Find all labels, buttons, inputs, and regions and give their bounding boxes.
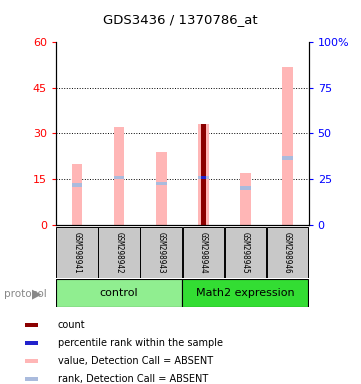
Bar <box>56 279 182 307</box>
Bar <box>25 359 38 363</box>
Text: value, Detection Call = ABSENT: value, Detection Call = ABSENT <box>58 356 213 366</box>
Bar <box>282 66 293 225</box>
Text: rank, Detection Call = ABSENT: rank, Detection Call = ABSENT <box>58 374 208 384</box>
Bar <box>183 227 224 278</box>
Bar <box>240 173 251 225</box>
Bar <box>201 176 206 179</box>
Text: GSM298942: GSM298942 <box>115 232 123 273</box>
Bar <box>140 227 182 278</box>
Bar <box>225 227 266 278</box>
Text: ▶: ▶ <box>32 287 42 300</box>
Bar <box>156 152 166 225</box>
Bar <box>25 377 38 381</box>
Bar <box>25 341 38 345</box>
Bar <box>72 164 82 225</box>
Bar <box>240 186 251 190</box>
Text: GSM298943: GSM298943 <box>157 232 166 273</box>
Bar <box>72 183 82 187</box>
Bar <box>156 182 166 185</box>
Text: GSM298945: GSM298945 <box>241 232 250 273</box>
Bar <box>198 124 209 225</box>
Bar <box>98 227 140 278</box>
Text: percentile rank within the sample: percentile rank within the sample <box>58 338 223 348</box>
Bar <box>282 156 293 160</box>
Bar <box>114 127 125 225</box>
Text: protocol: protocol <box>4 289 46 299</box>
Bar <box>182 279 308 307</box>
Text: control: control <box>100 288 138 298</box>
Bar <box>198 176 209 179</box>
Text: GSM298946: GSM298946 <box>283 232 292 273</box>
Bar <box>56 227 98 278</box>
Bar <box>25 323 38 328</box>
Text: Math2 expression: Math2 expression <box>196 288 295 298</box>
Text: GSM298944: GSM298944 <box>199 232 208 273</box>
Text: count: count <box>58 320 86 330</box>
Bar <box>114 176 125 179</box>
Bar <box>267 227 308 278</box>
Text: GSM298941: GSM298941 <box>73 232 82 273</box>
Text: GDS3436 / 1370786_at: GDS3436 / 1370786_at <box>103 13 258 26</box>
Bar <box>201 124 206 225</box>
